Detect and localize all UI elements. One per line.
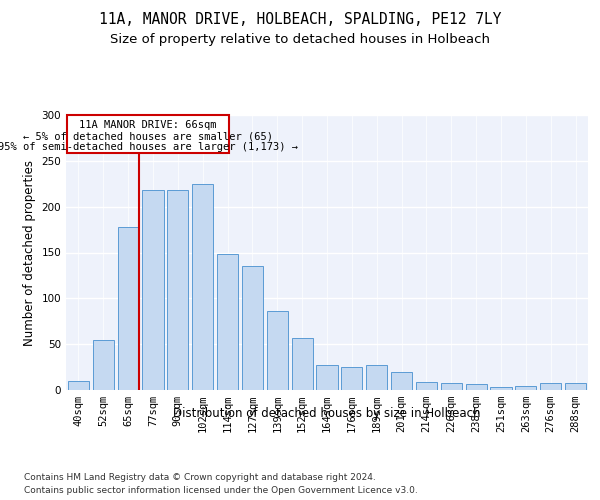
Bar [565,382,586,390]
Bar [515,386,536,390]
FancyBboxPatch shape [67,115,229,154]
Bar [142,190,164,390]
Bar [217,254,238,390]
Text: 11A, MANOR DRIVE, HOLBEACH, SPALDING, PE12 7LY: 11A, MANOR DRIVE, HOLBEACH, SPALDING, PE… [99,12,501,28]
Text: Contains HM Land Registry data © Crown copyright and database right 2024.: Contains HM Land Registry data © Crown c… [24,472,376,482]
Bar [93,340,114,390]
Text: ← 5% of detached houses are smaller (65): ← 5% of detached houses are smaller (65) [23,132,273,141]
Text: 95% of semi-detached houses are larger (1,173) →: 95% of semi-detached houses are larger (… [0,142,298,152]
Bar [416,382,437,390]
Bar [292,338,313,390]
Bar [167,190,188,390]
Bar [242,266,263,390]
Bar [366,365,387,390]
Text: Distribution of detached houses by size in Holbeach: Distribution of detached houses by size … [173,408,481,420]
Bar [466,384,487,390]
Text: Contains public sector information licensed under the Open Government Licence v3: Contains public sector information licen… [24,486,418,495]
Y-axis label: Number of detached properties: Number of detached properties [23,160,36,346]
Bar [490,387,512,390]
Bar [267,311,288,390]
Bar [391,372,412,390]
Bar [192,184,213,390]
Bar [341,367,362,390]
Bar [540,382,561,390]
Bar [316,365,338,390]
Text: 11A MANOR DRIVE: 66sqm: 11A MANOR DRIVE: 66sqm [79,120,217,130]
Text: Size of property relative to detached houses in Holbeach: Size of property relative to detached ho… [110,32,490,46]
Bar [68,381,89,390]
Bar [441,382,462,390]
Bar [118,227,139,390]
